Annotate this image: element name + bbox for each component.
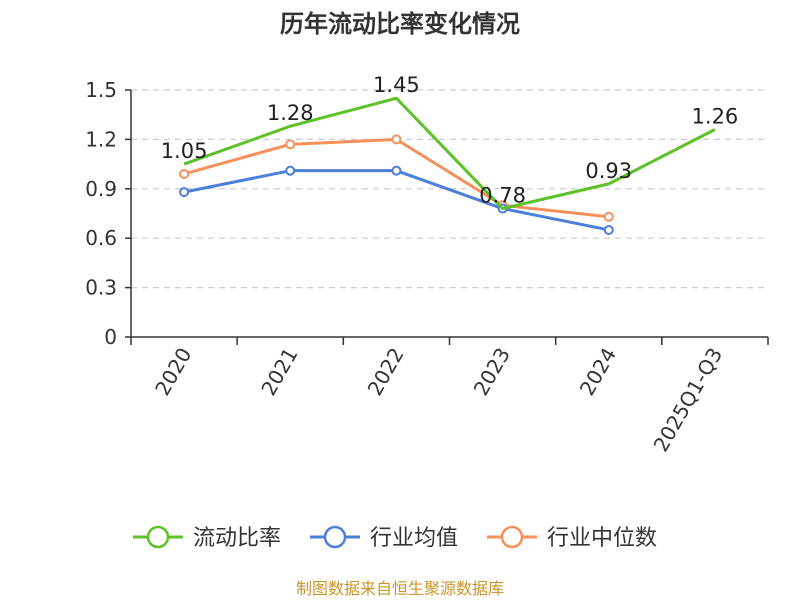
data-point	[391, 165, 402, 176]
series-line	[183, 169, 610, 232]
data-point	[285, 139, 296, 150]
data-point	[179, 168, 190, 179]
data-label: 1.28	[267, 101, 314, 125]
series-line	[183, 96, 716, 211]
data-label: 1.05	[161, 139, 208, 163]
legend-label: 行业均值	[370, 526, 458, 551]
chart-title: 历年流动比率变化情况	[280, 10, 520, 38]
data-point	[285, 165, 296, 176]
legend-marker-icon	[500, 525, 524, 549]
y-tick-label: 0	[104, 325, 117, 349]
data-point	[391, 134, 402, 145]
data-point	[603, 224, 614, 235]
y-tick-label: 1.5	[85, 78, 117, 102]
axes: 0 0.3 0.6 0.9 1.2 1.5 2020 2021 2022 2023 2024 2025…	[85, 78, 769, 456]
data-point	[603, 211, 614, 222]
x-tick-label: 2025Q1-Q3	[649, 344, 728, 456]
x-tick-label: 2021	[256, 344, 302, 400]
y-tick-label: 0.3	[85, 276, 117, 300]
legend[interactable]: 流动比率 行业均值 行业中位数	[133, 525, 657, 551]
grid-lines	[131, 89, 768, 289]
legend-label: 流动比率	[193, 526, 281, 551]
legend-item[interactable]: 流动比率	[133, 525, 281, 551]
data-label: 1.26	[692, 105, 739, 129]
legend-item[interactable]: 行业中位数	[487, 525, 657, 551]
x-tick-label: 2023	[469, 344, 515, 400]
data-label: 1.45	[373, 73, 420, 97]
data-label: 0.93	[585, 159, 632, 183]
legend-label: 行业中位数	[547, 526, 657, 551]
y-tick-label: 0.6	[85, 226, 117, 250]
legend-marker-icon	[323, 525, 347, 549]
x-tick-label: 2024	[575, 344, 621, 400]
data-label: 0.78	[479, 184, 526, 208]
data-point	[179, 187, 190, 198]
legend-marker-icon	[146, 525, 170, 549]
y-tick-label: 0.9	[85, 177, 117, 201]
x-tick-label: 2020	[150, 344, 196, 400]
series-lines	[179, 96, 716, 235]
data-labels: 1.05 1.28 1.45 0.78 0.93 1.26	[161, 73, 739, 207]
legend-item[interactable]: 行业均值	[310, 525, 458, 551]
y-tick-label: 1.2	[85, 127, 117, 151]
x-tick-label: 2022	[363, 344, 409, 400]
data-source-note: 制图数据来自恒生聚源数据库	[296, 579, 504, 598]
